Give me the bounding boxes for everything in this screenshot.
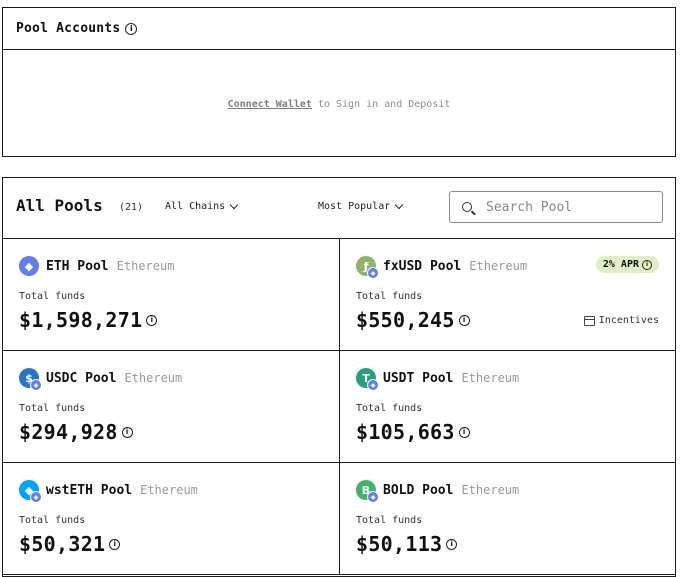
usdt-icon: T ◆ <box>356 368 379 391</box>
pool-card-usdc[interactable]: $ ◆ USDC Pool Ethereum Total funds $294,9… <box>3 351 340 463</box>
fxusd-icon: ƒ ◆ <box>356 256 379 279</box>
info-icon[interactable]: i <box>109 538 121 550</box>
apr-value: 2% APR <box>602 259 639 270</box>
pool-name: fxUSD Pool <box>383 258 462 274</box>
total-funds-amount: $1,598,271 <box>19 308 143 332</box>
sort-dropdown-label: Most Popular <box>318 201 391 212</box>
ethereum-chain-icon: ◆ <box>30 491 42 503</box>
sort-dropdown[interactable]: Most Popular <box>318 200 404 212</box>
bold-icon: B ◆ <box>356 480 379 503</box>
incentives-label: Incentives <box>598 315 659 326</box>
pool-name: USDT Pool <box>383 370 454 386</box>
info-icon[interactable]: i <box>121 426 133 438</box>
all-pools-title: All Pools <box>16 196 103 215</box>
info-icon: i <box>642 259 652 270</box>
pool-card-usdt[interactable]: T ◆ USDT Pool Ethereum Total funds $105,6… <box>340 351 676 463</box>
total-funds-amount: $550,245 <box>356 308 455 332</box>
pool-accounts-body: Connect Wallet to Sign in and Deposit <box>3 50 675 158</box>
pool-chain: Ethereum <box>116 259 175 273</box>
eth-icon: ◆ <box>19 256 39 276</box>
total-funds-label: Total funds <box>19 515 86 526</box>
info-icon[interactable]: i <box>458 314 470 326</box>
pool-accounts-title: Pool Accounts <box>16 21 121 36</box>
total-funds-amount: $294,928 <box>19 420 118 444</box>
info-icon[interactable]: i <box>458 426 470 438</box>
pool-chain: Ethereum <box>461 371 520 385</box>
total-funds-amount: $50,321 <box>19 532 106 556</box>
chains-dropdown-label: All Chains <box>165 201 226 212</box>
apr-badge[interactable]: 2% APR i <box>595 256 659 273</box>
pool-card-bold[interactable]: B ◆ BOLD Pool Ethereum Total funds $50,11… <box>340 463 676 575</box>
chevron-down-icon <box>395 200 404 210</box>
pool-card-eth[interactable]: ◆ ETH Pool Ethereum Total funds $1,598,2… <box>3 239 340 351</box>
search-input[interactable] <box>484 198 658 216</box>
info-icon[interactable]: i <box>125 22 138 35</box>
ethereum-chain-icon: ◆ <box>30 379 42 391</box>
search-box[interactable] <box>449 191 663 223</box>
pool-count: (21) <box>119 202 144 213</box>
pool-accounts-panel: Pool Accounts i Connect Wallet to Sign i… <box>2 7 676 157</box>
ethereum-chain-icon: ◆ <box>367 491 379 503</box>
total-funds-label: Total funds <box>19 291 86 302</box>
chevron-down-icon <box>229 200 239 210</box>
incentives-tag[interactable]: Incentives <box>583 315 659 326</box>
search-icon <box>462 202 472 212</box>
wsteth-icon: ◆ ◆ <box>19 480 42 503</box>
pool-chain: Ethereum <box>461 483 520 497</box>
pool-name: ETH Pool <box>46 258 109 274</box>
total-funds-label: Total funds <box>356 515 423 526</box>
pool-accounts-header: Pool Accounts i <box>3 8 675 50</box>
usdc-icon: $ ◆ <box>19 368 42 391</box>
info-icon[interactable]: i <box>446 538 458 550</box>
pool-name: USDC Pool <box>46 370 117 386</box>
total-funds-amount: $105,663 <box>356 420 455 444</box>
connect-wallet-link[interactable]: Connect Wallet <box>227 98 312 110</box>
all-pools-header: All Pools (21) All Chains Most Popular <box>3 178 675 239</box>
info-icon[interactable]: i <box>146 314 158 326</box>
total-funds-label: Total funds <box>356 403 423 414</box>
pools-grid: ◆ ETH Pool Ethereum Total funds $1,598,2… <box>3 239 676 575</box>
pool-chain: Ethereum <box>124 371 183 385</box>
ethereum-chain-icon: ◆ <box>367 267 379 279</box>
gift-icon <box>583 315 595 326</box>
pool-chain: Ethereum <box>469 259 528 273</box>
pool-chain: Ethereum <box>140 483 198 497</box>
pool-card-wsteth[interactable]: ◆ ◆ wstETH Pool Ethereum Total funds $50,… <box>3 463 340 575</box>
chains-dropdown[interactable]: All Chains <box>165 200 239 212</box>
connect-wallet-hint: to Sign in and Deposit <box>317 98 451 110</box>
pool-name: wstETH Pool <box>46 482 133 498</box>
total-funds-label: Total funds <box>19 403 86 414</box>
total-funds-amount: $50,113 <box>356 532 443 556</box>
ethereum-chain-icon: ◆ <box>367 379 379 391</box>
total-funds-label: Total funds <box>356 291 423 302</box>
pool-name: BOLD Pool <box>383 482 454 498</box>
pool-card-fxusd[interactable]: ƒ ◆ fxUSD Pool Ethereum 2% APR i Total fun… <box>340 239 676 351</box>
all-pools-panel: All Pools (21) All Chains Most Popular ◆… <box>2 177 676 577</box>
